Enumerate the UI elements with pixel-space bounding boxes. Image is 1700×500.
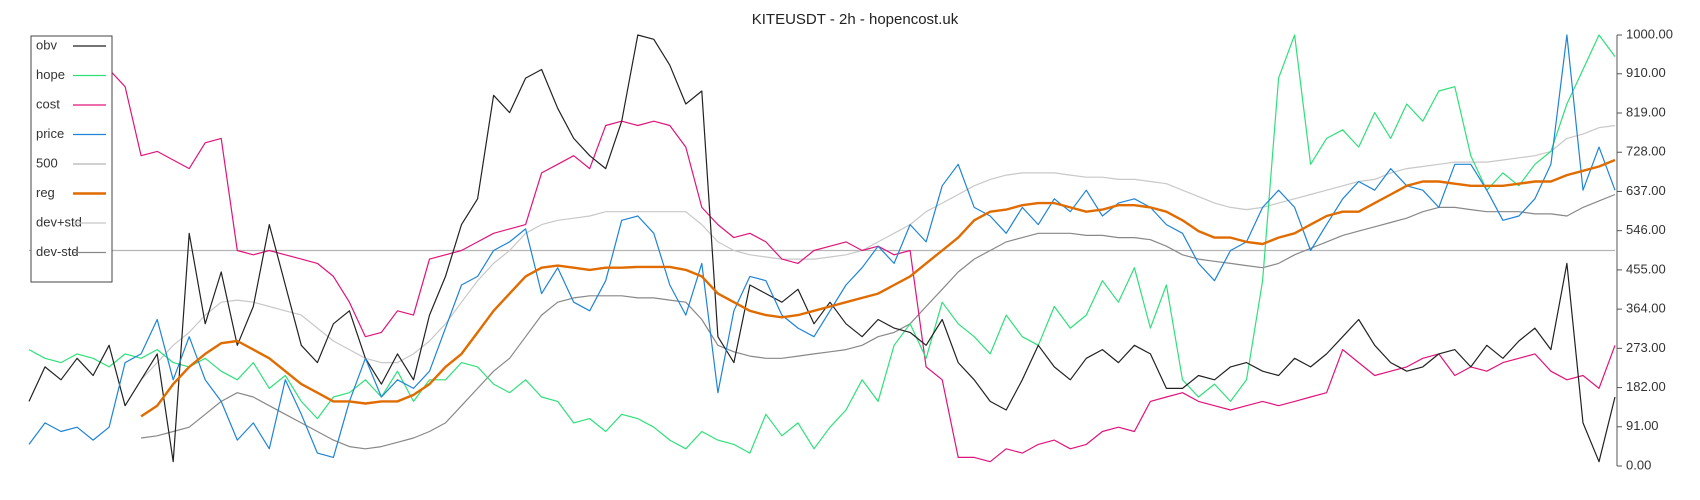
legend-box bbox=[30, 35, 113, 283]
y-tick-label: 182.00 bbox=[1626, 379, 1666, 394]
legend-label: cost bbox=[36, 96, 60, 111]
legend-label: obv bbox=[36, 37, 57, 52]
y-tick-label: 273.00 bbox=[1626, 340, 1666, 355]
legend-label: dev-std bbox=[36, 244, 79, 259]
legend-label: 500 bbox=[36, 155, 58, 170]
legend: obv hope cost price 500 reg dev+std dev-std bbox=[30, 35, 113, 283]
y-tick-label: 819.00 bbox=[1626, 104, 1666, 119]
series-line bbox=[140, 158, 1616, 418]
series-line bbox=[28, 34, 1616, 463]
y-tick-label: 546.00 bbox=[1626, 222, 1666, 237]
series-line bbox=[140, 124, 1616, 381]
y-tick-label: 910.00 bbox=[1626, 65, 1666, 80]
y-tick-label: 1000.00 bbox=[1626, 26, 1673, 41]
series-line bbox=[28, 34, 1616, 454]
y-axis: 0.00 91.00 182.00 273.00 364.00 455.00 546.00 6… bbox=[1616, 26, 1673, 472]
series-line bbox=[108, 69, 1616, 463]
legend-label: dev+std bbox=[36, 214, 82, 229]
y-tick-label: 91.00 bbox=[1626, 418, 1659, 433]
y-tick-label: 364.00 bbox=[1626, 301, 1666, 316]
y-tick-label: 0.00 bbox=[1626, 457, 1651, 472]
y-tick-label: 637.00 bbox=[1626, 183, 1666, 198]
y-tick-label: 728.00 bbox=[1626, 144, 1666, 159]
y-tick-label: 455.00 bbox=[1626, 261, 1666, 276]
plot-area bbox=[28, 34, 1616, 463]
chart-title: KITEUSDT - 2h - hopencost.uk bbox=[752, 11, 959, 28]
series-line bbox=[141, 193, 1616, 450]
legend-label: price bbox=[36, 126, 64, 141]
legend-label: reg bbox=[36, 185, 55, 200]
series-line bbox=[28, 34, 1616, 458]
legend-label: hope bbox=[36, 67, 65, 82]
